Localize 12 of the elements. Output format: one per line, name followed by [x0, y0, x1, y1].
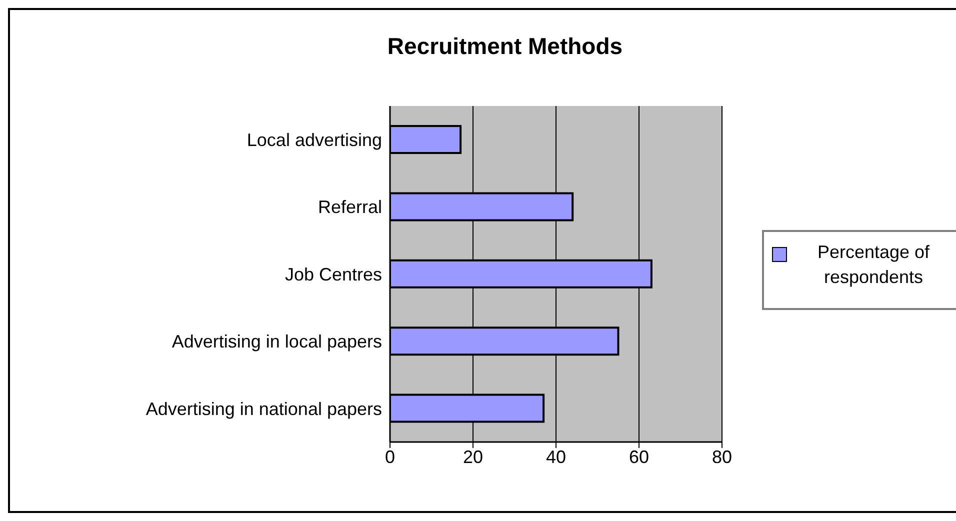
- y-tick-label: Advertising in national papers: [146, 398, 382, 419]
- y-tick-label: Referral: [318, 197, 382, 218]
- x-tick-label: 0: [384, 446, 396, 467]
- chart-title: Recruitment Methods: [386, 32, 624, 61]
- y-tick-label: Job Centres: [284, 264, 382, 284]
- legend-label: Percentage of respondents: [816, 241, 931, 289]
- x-tick-label: 40: [546, 446, 566, 467]
- x-tick-label: 20: [462, 446, 484, 467]
- x-tick-label: 80: [712, 446, 732, 467]
- y-tick-label: Advertising in local papers: [172, 332, 382, 352]
- x-tick-label: 60: [628, 446, 650, 467]
- y-tick-label: Local advertising: [246, 130, 382, 150]
